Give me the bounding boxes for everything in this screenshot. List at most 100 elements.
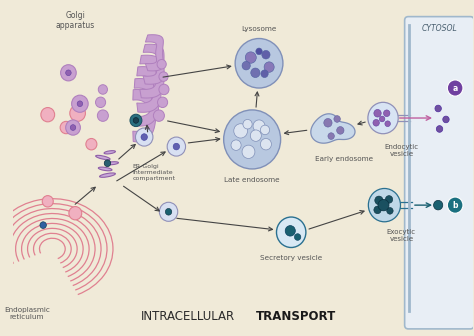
- Ellipse shape: [104, 151, 116, 154]
- Ellipse shape: [106, 162, 118, 165]
- Circle shape: [173, 143, 180, 150]
- Circle shape: [69, 207, 82, 220]
- Circle shape: [231, 140, 241, 151]
- Circle shape: [141, 134, 147, 140]
- Circle shape: [42, 196, 53, 207]
- Polygon shape: [140, 55, 164, 98]
- Text: TRANSPORT: TRANSPORT: [255, 310, 336, 323]
- Text: Endoplasmic
reticulum: Endoplasmic reticulum: [4, 307, 50, 320]
- Circle shape: [224, 110, 281, 169]
- Circle shape: [136, 128, 153, 146]
- Circle shape: [96, 97, 106, 108]
- Circle shape: [447, 80, 463, 96]
- Circle shape: [334, 116, 340, 122]
- Polygon shape: [146, 35, 164, 71]
- Circle shape: [250, 130, 261, 141]
- Circle shape: [378, 200, 389, 211]
- Circle shape: [374, 206, 381, 214]
- Text: ER-Golgi
intermediate
compartment: ER-Golgi intermediate compartment: [133, 164, 176, 181]
- Text: Early endosome: Early endosome: [315, 156, 373, 162]
- Circle shape: [70, 105, 85, 121]
- Circle shape: [261, 70, 268, 78]
- Circle shape: [380, 201, 387, 208]
- Text: Late endosome: Late endosome: [224, 177, 280, 182]
- Circle shape: [157, 97, 168, 108]
- Circle shape: [373, 119, 379, 126]
- Circle shape: [379, 116, 385, 122]
- Circle shape: [375, 196, 383, 205]
- Circle shape: [245, 52, 256, 63]
- Ellipse shape: [98, 167, 112, 171]
- Circle shape: [434, 200, 443, 210]
- Polygon shape: [137, 67, 161, 112]
- Circle shape: [159, 202, 178, 221]
- Circle shape: [437, 126, 443, 132]
- Circle shape: [262, 50, 270, 59]
- Circle shape: [256, 48, 262, 55]
- FancyBboxPatch shape: [405, 16, 474, 329]
- Text: Lysosome: Lysosome: [241, 26, 277, 32]
- Circle shape: [385, 121, 391, 127]
- Circle shape: [264, 62, 274, 72]
- Circle shape: [328, 133, 334, 139]
- Circle shape: [443, 116, 449, 123]
- Circle shape: [154, 110, 164, 121]
- Text: Golgi
apparatus: Golgi apparatus: [55, 11, 95, 30]
- Circle shape: [159, 72, 168, 81]
- Circle shape: [72, 95, 88, 112]
- Polygon shape: [143, 44, 164, 84]
- Text: Secretory vesicle: Secretory vesicle: [260, 255, 322, 261]
- Circle shape: [368, 102, 398, 134]
- Text: INTRACELLULAR: INTRACELLULAR: [141, 310, 235, 323]
- Text: a: a: [453, 84, 458, 92]
- Polygon shape: [311, 114, 355, 143]
- Circle shape: [253, 120, 265, 132]
- Circle shape: [70, 125, 76, 130]
- Circle shape: [61, 65, 76, 81]
- Circle shape: [260, 125, 270, 135]
- Circle shape: [86, 138, 97, 150]
- Circle shape: [234, 124, 247, 138]
- Circle shape: [374, 110, 381, 117]
- Circle shape: [260, 138, 272, 150]
- Text: Exocytic
vesicle: Exocytic vesicle: [387, 229, 416, 242]
- Text: Endocytic
vesicle: Endocytic vesicle: [384, 144, 419, 157]
- Circle shape: [385, 196, 392, 203]
- Circle shape: [40, 222, 46, 228]
- Circle shape: [368, 188, 401, 222]
- Text: b: b: [452, 201, 458, 210]
- Circle shape: [130, 114, 142, 127]
- Circle shape: [243, 119, 252, 129]
- Circle shape: [165, 208, 172, 215]
- Circle shape: [66, 70, 71, 76]
- Circle shape: [41, 108, 55, 122]
- Circle shape: [387, 208, 393, 214]
- Ellipse shape: [96, 155, 110, 160]
- Circle shape: [159, 84, 169, 95]
- Circle shape: [294, 234, 301, 240]
- Circle shape: [242, 61, 250, 70]
- Circle shape: [383, 110, 390, 117]
- Circle shape: [285, 225, 295, 236]
- Circle shape: [251, 68, 260, 78]
- Circle shape: [66, 120, 81, 135]
- Circle shape: [276, 217, 306, 248]
- Circle shape: [235, 39, 283, 88]
- Circle shape: [157, 59, 166, 69]
- Circle shape: [324, 119, 332, 127]
- Polygon shape: [134, 79, 159, 126]
- Circle shape: [77, 101, 82, 107]
- Circle shape: [167, 137, 185, 156]
- Circle shape: [435, 105, 441, 112]
- Text: CYTOSOL: CYTOSOL: [421, 25, 457, 34]
- Ellipse shape: [100, 173, 115, 177]
- Circle shape: [133, 118, 139, 123]
- Polygon shape: [133, 89, 155, 142]
- Circle shape: [104, 160, 110, 167]
- Circle shape: [337, 127, 344, 134]
- Circle shape: [242, 145, 255, 159]
- Circle shape: [97, 110, 109, 121]
- Circle shape: [98, 85, 108, 94]
- Circle shape: [447, 197, 463, 213]
- Circle shape: [60, 121, 72, 134]
